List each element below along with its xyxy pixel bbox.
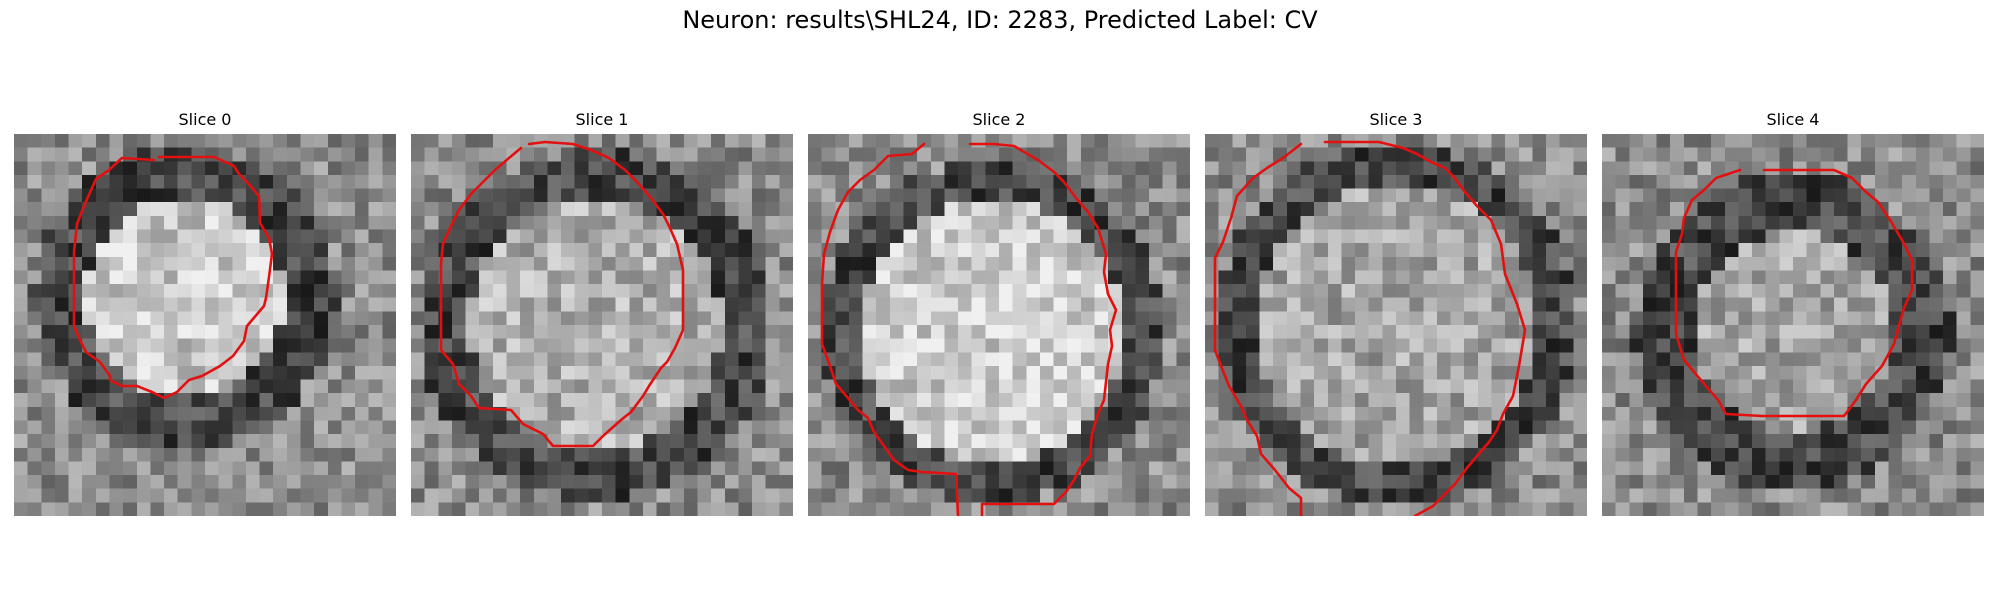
slice-1-microscopy-image [411, 134, 793, 516]
slice-2-microscopy-image [808, 134, 1190, 516]
slice-3-title: Slice 3 [1369, 110, 1423, 129]
slice-1-contour [439, 140, 685, 448]
slice-0-title: Slice 0 [178, 110, 232, 129]
slice-4-contour [1674, 168, 1914, 418]
slice-2-contour [820, 142, 1118, 516]
slice-0-microscopy-image [14, 134, 396, 516]
slice-4-microscopy-image [1602, 134, 1984, 516]
slice-2-image [808, 134, 1190, 516]
slice-0-contour [72, 155, 274, 400]
slice-3-contour [1213, 140, 1527, 516]
slice-3-image [1205, 134, 1587, 516]
slice-4-title: Slice 4 [1766, 110, 1820, 129]
slice-1-image [411, 134, 793, 516]
slice-1-title: Slice 1 [575, 110, 629, 129]
slice-4-image [1602, 134, 1984, 516]
figure-title: Neuron: results\SHL24, ID: 2283, Predict… [682, 6, 1318, 34]
slice-2-title: Slice 2 [972, 110, 1026, 129]
slice-0-image [14, 134, 396, 516]
